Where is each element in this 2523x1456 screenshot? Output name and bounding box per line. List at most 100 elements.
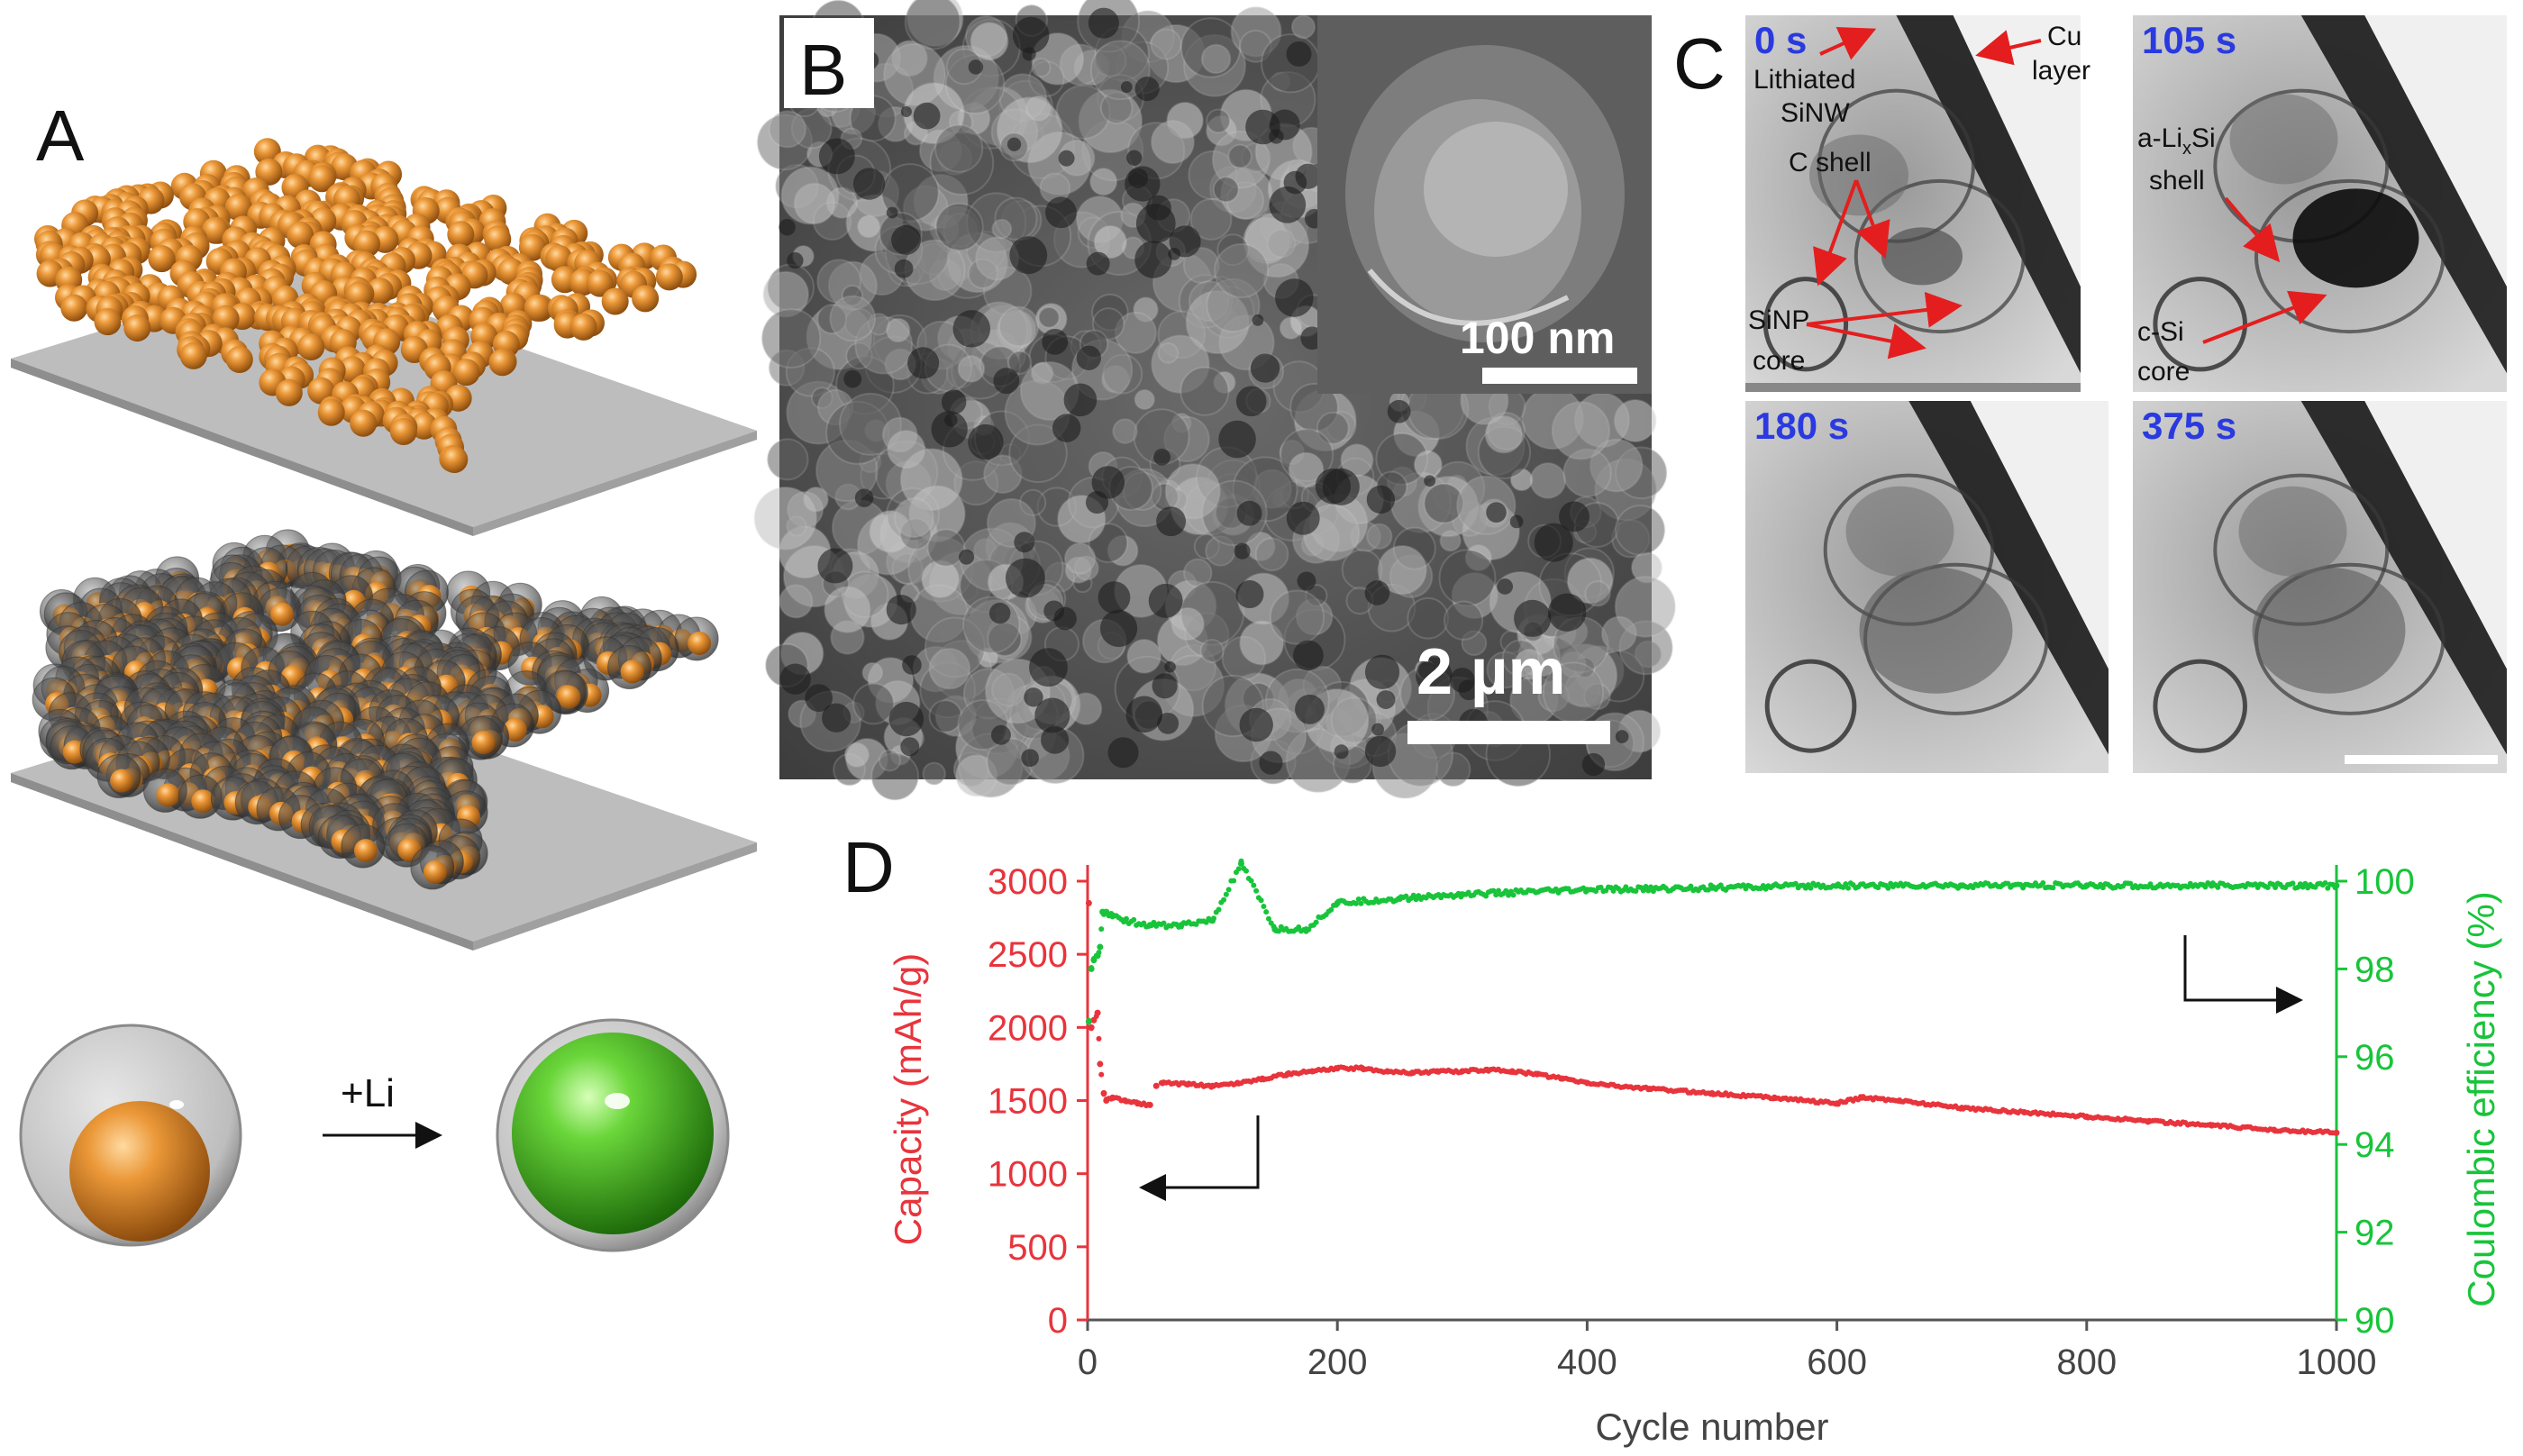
orange-nanoparticle xyxy=(123,314,150,341)
tem-time-label: 0 s xyxy=(1754,19,1807,61)
label-sinw: SiNW xyxy=(1781,98,1850,128)
data-point xyxy=(1259,897,1264,903)
panel-c-letter: C xyxy=(1673,23,1726,104)
orange-nanoparticle xyxy=(350,410,377,437)
left-y-tick-label: 0 xyxy=(1048,1301,1068,1341)
label-sinp: SiNP xyxy=(1748,305,1809,335)
x-tick-label: 0 xyxy=(1078,1342,1098,1382)
data-point xyxy=(2050,885,2055,890)
data-point xyxy=(1097,944,1103,951)
right-y-tick-label: 98 xyxy=(2354,950,2395,989)
data-point xyxy=(1243,869,1249,874)
orange-nanoparticle xyxy=(656,263,683,290)
orange-nanoparticle xyxy=(318,399,345,426)
yolk-shell-nanoparticle xyxy=(675,617,718,660)
tem-time-label: 180 s xyxy=(1754,405,1849,447)
orange-nanoparticle xyxy=(60,295,87,322)
right-y-tick-label: 92 xyxy=(2354,1214,2395,1253)
data-point xyxy=(1314,920,1319,925)
orange-nanoparticle xyxy=(95,308,122,335)
tem-time-label: 375 s xyxy=(2142,405,2236,447)
x-axis-label: Cycle number xyxy=(1595,1406,1828,1448)
data-point xyxy=(1096,950,1101,955)
yolk-shell-nanoparticle xyxy=(411,846,454,889)
right-y-tick-label: 100 xyxy=(2354,862,2415,902)
label-shell: shell xyxy=(2149,166,2205,196)
right-y-tick-label: 94 xyxy=(2354,1125,2395,1165)
lithiation-label: +Li xyxy=(341,1071,395,1115)
data-point xyxy=(1216,907,1222,913)
orange-nanoparticle xyxy=(180,342,207,369)
left-y-tick-label: 1500 xyxy=(988,1082,1068,1122)
orange-nanoparticle xyxy=(632,285,659,312)
data-point xyxy=(1263,909,1269,915)
data-point xyxy=(1224,892,1229,897)
data-point xyxy=(1131,917,1136,923)
x-tick-label: 600 xyxy=(1807,1342,1867,1382)
data-point xyxy=(1098,1072,1104,1078)
figure-canvas: A +Li 10 xyxy=(0,0,2523,1456)
left-y-tick-label: 1000 xyxy=(988,1155,1068,1195)
data-point xyxy=(1231,878,1236,884)
orange-nanoparticle xyxy=(570,314,597,341)
tem-frame: 375 s xyxy=(2133,401,2507,773)
tem-frame: 180 s xyxy=(1745,401,2109,773)
data-point xyxy=(1097,1060,1103,1067)
data-point xyxy=(1146,1102,1152,1107)
data-point xyxy=(2290,880,2295,886)
panel-b: 100 nm B 2 µm xyxy=(754,0,1675,800)
data-point xyxy=(1251,883,1256,888)
data-point xyxy=(1096,1036,1101,1042)
label-c-shell: C shell xyxy=(1789,148,1872,177)
data-point xyxy=(1226,887,1232,892)
data-point xyxy=(1249,878,1254,884)
yolk-shell-nanoparticle xyxy=(97,754,141,797)
right-y-axis-label: Coulombic efficiency (%) xyxy=(2460,891,2502,1306)
data-point xyxy=(1124,916,1129,922)
orange-nanoparticle xyxy=(297,333,324,360)
data-point xyxy=(1511,892,1517,897)
efficiency-axis-arrow xyxy=(2185,935,2298,1000)
label-cu: Cu xyxy=(2047,22,2081,51)
x-tick-label: 800 xyxy=(2056,1342,2117,1382)
data-point xyxy=(1094,1014,1099,1019)
yolk-shell-particle-before xyxy=(21,1025,241,1245)
label-lithiated: Lithiated xyxy=(1753,65,1855,95)
right-y-tick-label: 96 xyxy=(2354,1038,2395,1078)
left-y-tick-label: 2000 xyxy=(988,1008,1068,1048)
inset-scale-label: 100 nm xyxy=(1460,313,1615,363)
capacity-axis-arrow xyxy=(1144,1115,1258,1188)
x-tick-label: 1000 xyxy=(2297,1342,2377,1382)
panel-a-letter: A xyxy=(36,96,85,176)
data-point xyxy=(1098,926,1104,932)
label-sinp-core: core xyxy=(1753,346,1805,376)
capacity-chart: 0 200 400 600 800 1000 0 500 1000 1500 2000 2500 300… xyxy=(887,859,2502,1448)
data-point xyxy=(1253,888,1259,894)
data-point xyxy=(1845,886,1851,891)
panel-c: C 0 s 105 s180 s 375 s Lithiated SiNW Cu l… xyxy=(1673,15,2507,773)
label-c-si-core: core xyxy=(2137,357,2190,387)
data-point xyxy=(1088,1025,1094,1031)
x-tick-label: 400 xyxy=(1557,1342,1617,1382)
data-point xyxy=(1236,866,1242,871)
data-point xyxy=(1086,900,1091,905)
panel-d-letter: D xyxy=(843,827,895,907)
yolk-shell-particle-after xyxy=(497,1020,728,1251)
panel-b-letter: B xyxy=(799,30,847,110)
data-point xyxy=(1885,886,1890,891)
left-y-tick-label: 2500 xyxy=(988,935,1068,975)
data-point xyxy=(1238,859,1243,864)
orange-nanoparticle xyxy=(390,418,417,445)
data-point xyxy=(2333,885,2338,890)
orange-nanoparticle xyxy=(276,379,303,406)
orange-nanoparticle xyxy=(441,446,468,473)
tem-time-label: 105 s xyxy=(2142,19,2236,61)
yolk-shell-nanoparticle xyxy=(608,646,651,689)
x-tick-label: 200 xyxy=(1307,1342,1368,1382)
data-point xyxy=(1221,897,1226,903)
label-c-si: c-Si xyxy=(2137,317,2184,347)
data-point xyxy=(1706,887,1711,893)
data-point xyxy=(1088,965,1094,970)
tem-scale-bar xyxy=(2345,755,2498,764)
data-point xyxy=(1086,1018,1091,1024)
